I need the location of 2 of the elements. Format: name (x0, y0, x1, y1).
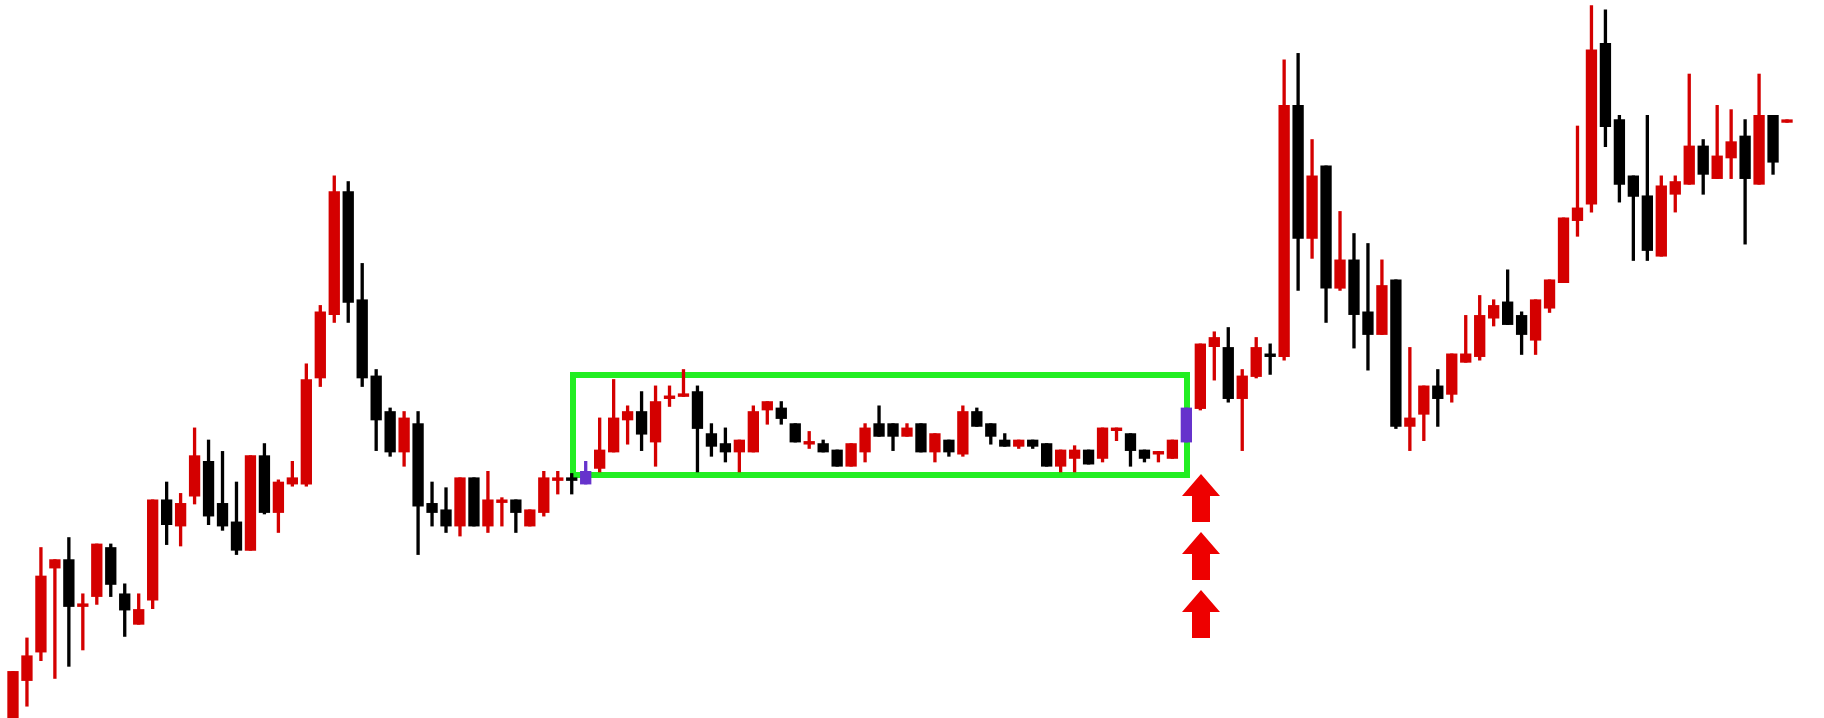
candlestick (49, 559, 61, 679)
candlestick (1404, 347, 1416, 451)
